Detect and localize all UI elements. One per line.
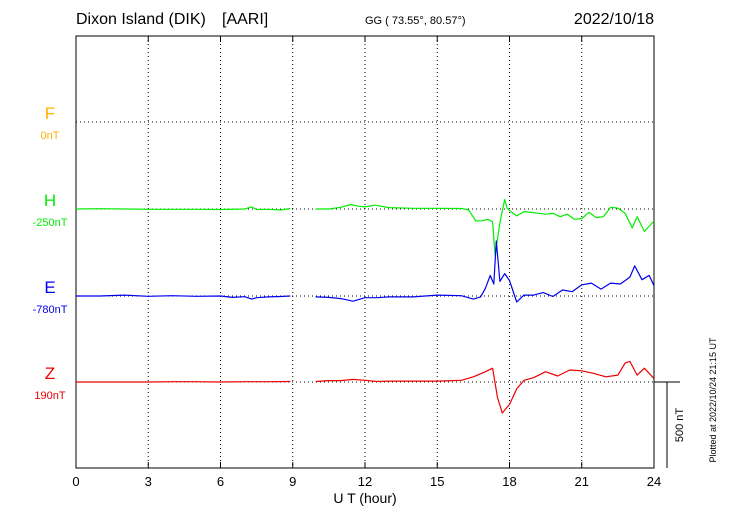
component-baseline-f: 0nT — [41, 130, 60, 142]
trace-h — [75, 206, 291, 211]
scale-bar-label: 500 nT — [674, 408, 686, 443]
x-tick-label: 18 — [502, 474, 516, 489]
x-tick-label: 9 — [289, 474, 296, 489]
x-tick-label: 3 — [145, 474, 152, 489]
x-tick-label: 12 — [358, 474, 372, 489]
component-baseline-h: -250nT — [33, 217, 68, 229]
x-tick-label: 6 — [217, 474, 224, 489]
trace-z — [315, 360, 655, 414]
plotted-timestamp: Plotted at 2022/10/24 21:15 UT — [708, 337, 718, 463]
component-baseline-e: -780nT — [33, 304, 68, 316]
institute-label: [AARI] — [222, 11, 268, 28]
trace-e — [315, 240, 655, 303]
x-tick-label: 15 — [430, 474, 444, 489]
component-baseline-z: 190nT — [34, 390, 65, 402]
trace-h — [315, 198, 655, 256]
component-name-h: H — [44, 191, 56, 210]
trace-z — [76, 380, 291, 383]
component-name-e: E — [44, 278, 55, 297]
scale-bar — [654, 381, 680, 468]
x-axis-label: U T (hour) — [333, 490, 396, 506]
baseline-labels: F 0nT H -250nT E -780nT Z 190nT — [33, 104, 68, 402]
x-tick-label: 21 — [575, 474, 589, 489]
x-tick-label: 0 — [72, 474, 79, 489]
geographic-coords: GG ( 73.55°, 80.57°) — [365, 15, 466, 27]
component-name-f: F — [45, 104, 55, 123]
chart-date: 2022/10/18 — [574, 11, 654, 28]
component-traces — [75, 198, 655, 414]
trace-e — [76, 294, 291, 300]
gridlines — [76, 36, 654, 468]
x-tick-label: 24 — [647, 474, 661, 489]
station-title: Dixon Island (DIK) — [76, 11, 206, 28]
component-name-z: Z — [45, 364, 55, 383]
x-axis-ticks: 0 3 6 9 12 15 18 21 24 — [72, 36, 661, 489]
